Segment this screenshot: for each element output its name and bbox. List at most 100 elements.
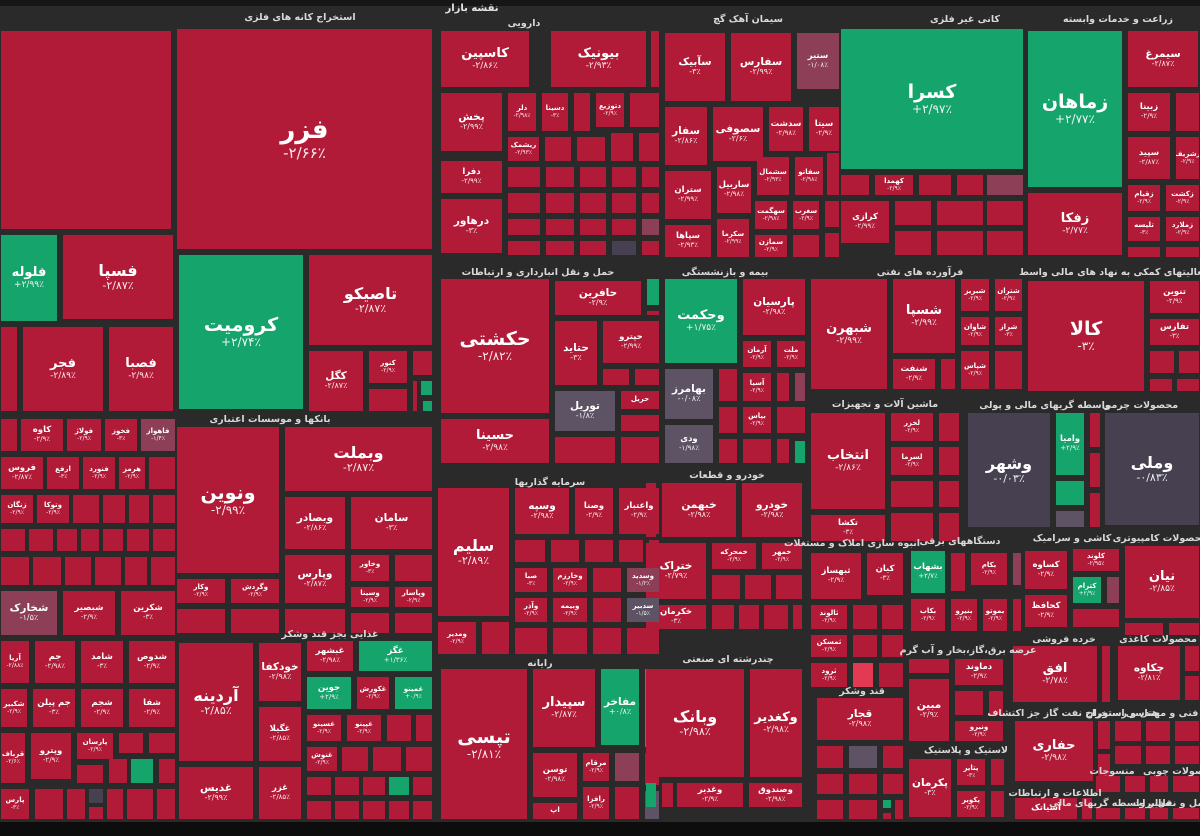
stock-tile[interactable] [719, 369, 737, 401]
stock-tile[interactable] [89, 789, 103, 803]
stock-tile-فخوز[interactable]: فخوز -۳٪ [105, 419, 137, 451]
stock-tile-سپاها[interactable]: سپاها -۲/۹۳٪ [665, 225, 711, 257]
stock-tile[interactable] [995, 351, 1022, 389]
stock-tile[interactable] [895, 201, 931, 225]
stock-tile-شاوان[interactable]: شاوان -۲/۹٪ [961, 317, 989, 345]
stock-tile[interactable] [825, 233, 839, 257]
stock-tile-جم[interactable]: جم -۲/۹۸٪ [35, 641, 75, 683]
stock-tile[interactable] [482, 622, 509, 654]
stock-tile-تایرا[interactable] [939, 413, 959, 441]
stock-tile[interactable] [33, 557, 61, 585]
stock-tile-سیتا[interactable]: سیتا -۲/۹٪ [809, 107, 839, 151]
stock-tile[interactable] [939, 447, 959, 475]
stock-tile[interactable] [621, 415, 659, 431]
stock-tile[interactable] [77, 765, 103, 783]
stock-tile-کالا[interactable]: کالا -۳٪ [1028, 281, 1144, 391]
stock-tile-دشیمی[interactable] [577, 137, 605, 161]
stock-tile-وغدیر[interactable]: وغدیر -۲/۹٪ [677, 783, 743, 807]
stock-tile-تفارس[interactable]: تفارس -۳٪ [1150, 319, 1199, 345]
stock-tile[interactable] [81, 529, 99, 551]
stock-tile[interactable] [553, 628, 587, 654]
stock-tile-دسبحا[interactable] [508, 167, 540, 187]
stock-tile-وآذر[interactable]: وآذر -۲/۹٪ [515, 598, 547, 622]
stock-tile[interactable] [1013, 553, 1021, 585]
stock-tile-فجر[interactable]: فجر -۲/۸۹٪ [23, 327, 103, 411]
stock-tile-برکت[interactable] [611, 133, 633, 161]
stock-tile[interactable] [603, 369, 629, 385]
stock-tile-درهاور[interactable]: درهاور -۳٪ [441, 199, 502, 253]
stock-tile-وکار[interactable]: وکار -۲/۹٪ [177, 579, 225, 603]
stock-tile-ثبهساز[interactable]: ثبهساز -۲/۹٪ [811, 553, 861, 599]
stock-tile-شپاس[interactable]: شپاس -۲/۹٪ [961, 351, 989, 389]
stock-tile-ثرود[interactable]: ثرود -۲/۹٪ [811, 663, 847, 687]
stock-tile-سامان[interactable]: سامان -۳٪ [351, 497, 432, 549]
stock-tile[interactable] [515, 628, 547, 654]
stock-tile[interactable] [285, 609, 345, 633]
stock-tile-شخارک[interactable]: شخارک -۱/۵٪ [1, 591, 57, 635]
stock-tile-کترام[interactable]: کترام +۲/۹٪ [1073, 577, 1101, 603]
stock-tile[interactable] [895, 231, 931, 255]
stock-tile-پخش[interactable]: پخش -۲/۹۹٪ [441, 93, 502, 151]
stock-tile-خزامیا[interactable] [712, 575, 740, 599]
stock-tile-قلرست[interactable] [817, 746, 843, 768]
stock-tile-اعتلا[interactable] [593, 598, 621, 622]
stock-tile-فزر[interactable]: فزر -۲/۶۶٪ [177, 29, 432, 249]
stock-tile-چکاوه[interactable]: چکاوه -۲/۸۱٪ [1118, 646, 1180, 700]
stock-tile-خودکفا[interactable]: خودکفا -۲/۹۸٪ [259, 643, 301, 701]
stock-tile-قصفها[interactable] [883, 774, 903, 794]
stock-tile[interactable] [882, 635, 903, 657]
stock-tile[interactable] [991, 791, 1004, 817]
stock-tile[interactable] [777, 439, 789, 463]
stock-tile-خپارس[interactable] [745, 575, 771, 599]
stock-tile-کمرجان[interactable] [919, 175, 951, 195]
stock-tile-دزهراوی[interactable] [508, 193, 540, 213]
stock-tile[interactable] [1, 327, 17, 411]
stock-tile-وخارزم[interactable]: وخارزم -۲/۹٪ [553, 568, 587, 592]
stock-tile[interactable] [951, 553, 965, 591]
stock-tile-وامیا[interactable]: وامیا +۲/۹٪ [1056, 413, 1084, 475]
stock-tile-فولاژ[interactable]: فولاژ -۲/۹٪ [67, 419, 101, 451]
stock-tile-وشهر[interactable]: وشهر -۰/۰۳٪ [968, 413, 1050, 527]
stock-tile-غپینو[interactable]: غپینو -۲/۹٪ [347, 715, 381, 741]
stock-tile-دپارس[interactable] [612, 193, 636, 213]
stock-tile-ریشمک[interactable]: ریشمک -۲/۹۳٪ [508, 137, 539, 161]
stock-tile[interactable] [649, 540, 659, 562]
stock-tile-فاهواز[interactable]: فاهواز -۱/۴٪ [141, 419, 175, 451]
stock-tile[interactable] [987, 175, 1023, 195]
stock-tile[interactable] [369, 389, 407, 411]
stock-tile-غدیس[interactable]: غدیس -۲/۹۹٪ [179, 767, 253, 819]
stock-tile-مفاخر[interactable]: مفاخر +۰/۸٪ [601, 669, 639, 745]
stock-tile-کگاز[interactable] [841, 175, 869, 195]
stock-tile[interactable] [107, 789, 123, 819]
stock-tile[interactable] [895, 800, 903, 819]
stock-tile[interactable] [891, 481, 933, 507]
stock-tile[interactable] [853, 663, 873, 687]
stock-tile-مبین[interactable]: مبین -۲/۹٪ [909, 679, 949, 741]
stock-tile[interactable] [580, 241, 606, 255]
stock-tile[interactable] [1, 31, 171, 229]
stock-tile-امین[interactable] [1150, 351, 1174, 373]
stock-tile-افق[interactable]: افق -۲/۷۸٪ [1013, 646, 1097, 702]
stock-tile[interactable] [1173, 808, 1199, 819]
stock-tile-ثنام[interactable] [882, 605, 903, 629]
stock-tile[interactable] [413, 777, 432, 795]
stock-tile-وتوکا[interactable]: وتوکا -۲/۹٪ [37, 495, 69, 523]
stock-tile-وسکاب[interactable] [619, 540, 643, 562]
stock-tile-حریل[interactable]: حریل [621, 391, 659, 409]
stock-tile[interactable] [719, 439, 737, 463]
stock-tile-وسپه[interactable]: وسپه -۲/۹۸٪ [515, 488, 569, 534]
stock-tile-آبادا[interactable] [989, 691, 1003, 715]
stock-tile-کوثر[interactable] [777, 373, 789, 401]
stock-tile-شسپا[interactable]: شسپا -۲/۹۹٪ [893, 279, 955, 353]
stock-tile-سآبیک[interactable]: سآبیک -۳٪ [665, 33, 725, 101]
stock-tile-تاصیکو[interactable]: تاصیکو -۲/۸۷٪ [309, 255, 432, 345]
stock-tile[interactable] [883, 800, 891, 808]
stock-tile-وثمینه[interactable] [1056, 511, 1084, 527]
stock-tile[interactable] [1169, 623, 1199, 635]
stock-tile-خموتور[interactable] [764, 605, 788, 629]
stock-tile-ونوین[interactable]: ونوین -۲/۹۹٪ [177, 427, 279, 573]
stock-tile-قثابت[interactable] [849, 774, 877, 794]
stock-tile-غدام[interactable] [149, 733, 175, 753]
stock-tile-شکرین[interactable]: شکرین -۳٪ [121, 591, 175, 635]
stock-tile[interactable] [743, 439, 771, 463]
